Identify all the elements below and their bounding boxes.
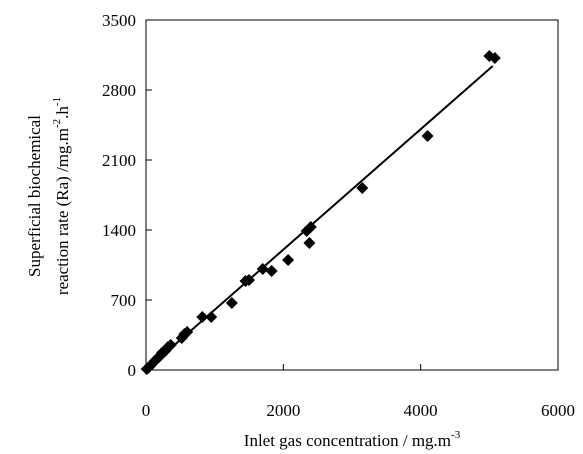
x-axis-title: Inlet gas concentration / mg.m-3 (244, 429, 461, 450)
data-point (265, 265, 278, 277)
x-tick-label: 6000 (541, 401, 575, 420)
data-point (282, 254, 295, 266)
data-point (243, 274, 255, 286)
data-point (196, 311, 209, 323)
data-point (205, 311, 218, 323)
data-point (303, 237, 316, 249)
y-tick-label: 0 (128, 361, 137, 380)
x-axis-ticks: 0 2000 4000 6000 (142, 364, 575, 420)
y-tick-label: 1400 (102, 221, 136, 240)
plot-area-frame (145, 19, 559, 371)
data-point (164, 339, 177, 351)
y-tick-label: 2100 (102, 151, 136, 170)
data-point (256, 263, 269, 275)
y-tick-label: 700 (111, 291, 137, 310)
data-point (181, 326, 194, 338)
data-point (488, 52, 501, 64)
x-tick-label: 0 (142, 401, 151, 420)
x-tick-label: 4000 (404, 401, 438, 420)
data-points (140, 50, 501, 375)
x-tick-label: 2000 (266, 401, 300, 420)
y-axis-ticks: 0 700 1400 2100 2800 3500 (102, 11, 152, 380)
fit-line-group (145, 65, 494, 371)
data-point (421, 130, 434, 142)
y-axis-title-line2: reaction rate (Ra) /mg.m-2.h-1 (51, 97, 72, 295)
fit-line (145, 65, 494, 371)
data-point (225, 297, 238, 309)
y-tick-label: 3500 (102, 11, 136, 30)
data-point (304, 221, 317, 233)
data-point (356, 182, 369, 194)
y-axis-title-line1: Superficial biochemical (25, 115, 44, 277)
y-tick-label: 2800 (102, 81, 136, 100)
